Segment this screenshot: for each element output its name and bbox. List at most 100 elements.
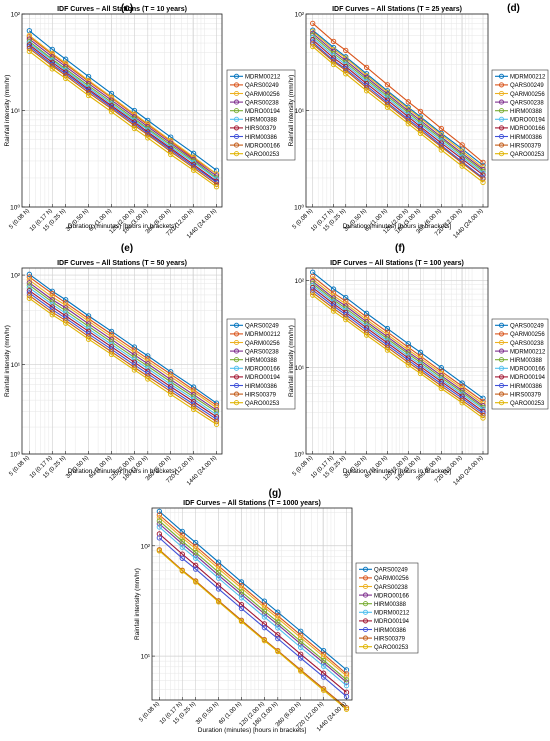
data-point [384,325,391,332]
data-point [298,634,304,641]
data-point [108,109,115,115]
data-point [363,332,370,338]
panel-letter: (c) [121,3,133,14]
series-line-MDRO00166 [312,39,484,176]
series-line-MDRM00212 [29,30,217,171]
data-point [363,88,370,94]
y-axis-label: Rainfall intensity (mm/hr) [288,325,295,397]
data-point [26,271,33,277]
data-point [108,106,115,112]
data-point [310,43,316,50]
series-line-HIRM00386 [29,292,217,420]
data-point [145,376,151,382]
legend-label: QARO00253 [245,152,280,158]
legend-label: QARM00256 [245,341,280,347]
data-point [193,546,199,552]
data-point [156,514,163,521]
data-point [275,648,281,655]
y-tick-label: 10¹ [295,108,305,115]
data-point [343,316,349,323]
legend-label: QARO00253 [510,152,545,158]
legend: MDRM00212 QARS00249 QARM00256 QARS00238 HIRM… [491,69,549,161]
data-point [298,644,304,651]
legend-marker [362,601,369,607]
data-point [193,562,199,568]
series-line-MDRO00194 [312,37,484,174]
data-point [261,614,268,620]
series-line-QARS00249 [29,273,217,404]
data-point [193,579,199,585]
data-point [298,628,304,634]
data-point [343,67,349,74]
legend-label: QARM00256 [245,92,280,98]
legend-label: QARS00238 [510,100,544,106]
legend-marker [233,400,240,406]
data-point [238,618,245,625]
data-point [26,282,33,288]
data-point [26,32,33,39]
series-line-HIRM00386 [159,537,347,697]
data-point [238,605,245,612]
data-point [49,291,55,297]
legend-marker [498,133,505,140]
data-point [298,638,304,645]
data-point [320,674,327,680]
legend-marker [233,331,240,337]
legend-marker [498,125,505,131]
data-point [320,653,327,660]
data-point [85,92,92,99]
data-point [238,589,245,595]
legend-marker [498,365,505,371]
data-point [310,20,316,27]
x-tick-label: 5 (0.08 h) [8,208,30,230]
legend: MDRM00212 QARS00249 QARM00256 QARS00238 MDRO… [226,69,296,161]
legend: QARS00249 MDRM00212 QARM00256 QARS00238 HIRM… [226,318,296,410]
legend-label: QARM00256 [510,92,545,98]
data-point [108,351,115,357]
data-point [215,559,222,565]
data-point [215,569,222,575]
data-point [26,295,33,301]
data-point [215,566,222,572]
series-line-QARM00256 [29,279,217,409]
data-point [156,508,163,515]
x-axis-label: Duration (minutes) [hours in brackets] [68,223,177,230]
series-line-HIRS00379 [29,295,217,423]
data-point [131,125,138,132]
data-point [261,621,268,627]
data-point [405,341,411,347]
chart-title: IDF Curves – All Stations (T = 100 years… [330,260,464,267]
data-point [145,121,151,127]
series-line-QARO00253 [312,46,484,183]
plot-area [306,268,488,454]
legend-marker [233,322,240,328]
legend-label: MDRO00194 [374,619,410,625]
legend-marker [233,82,240,88]
data-point [26,274,33,280]
y-tick-label: 10¹ [11,362,21,369]
data-point [298,655,304,661]
legend-label: QARS00249 [510,83,544,89]
legend-marker [362,635,369,641]
x-tick-label: 5 (0.08 h) [8,455,30,477]
series-line-QARS00238 [312,32,484,170]
x-axis-label: Duration (minutes) [hours in brackets] [198,727,307,734]
data-point [168,151,174,158]
legend-marker [233,151,240,157]
data-point [193,566,199,572]
data-point [459,400,465,406]
legend-marker [498,151,505,157]
series-line-HIRS00379 [312,292,484,416]
data-point [310,273,316,280]
legend-label: HIRM00386 [245,384,278,390]
series-line-QARS00238 [29,38,217,177]
series-line-HIRS00379 [312,43,484,180]
legend-marker [498,331,505,337]
legend-label: HIRM00388 [245,358,278,364]
legend-marker [498,99,505,105]
data-point [343,47,349,54]
series-line-QARO00253 [312,294,484,419]
series-line-QARS00238 [159,517,347,677]
legend-label: QARO00253 [245,401,280,407]
